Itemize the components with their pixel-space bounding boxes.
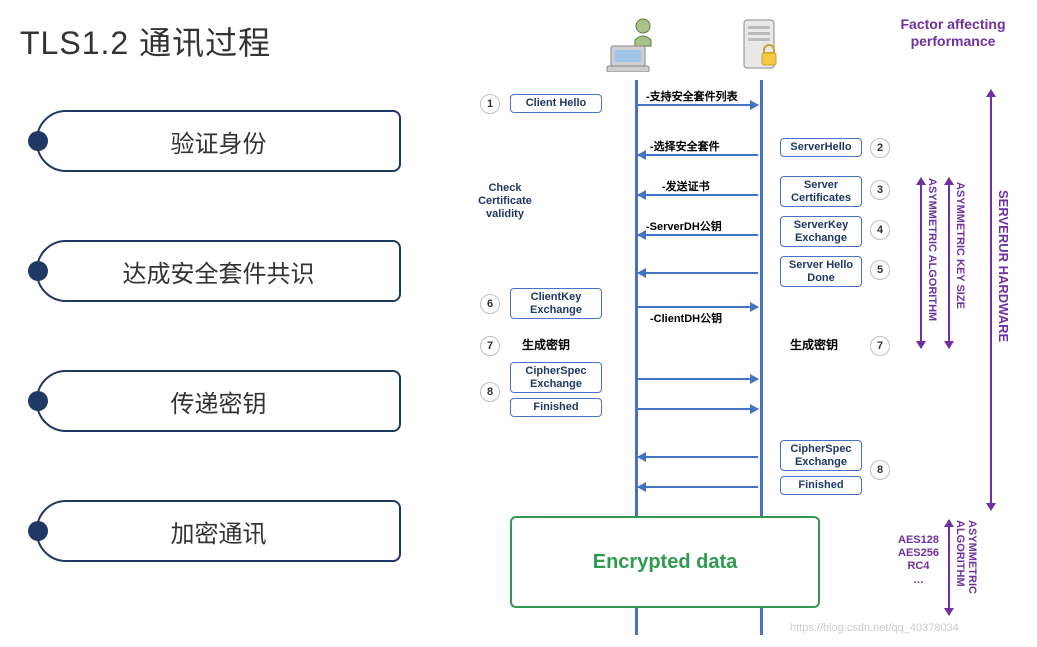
step-num-3: 3 <box>870 180 890 200</box>
step-num-7r: 7 <box>870 336 890 356</box>
step-num-7l: 7 <box>480 336 500 356</box>
box-cipherspec-s: CipherSpec Exchange <box>780 440 862 471</box>
label-serverdh: -ServerDH公钥 <box>646 218 722 234</box>
step-num-8l: 8 <box>480 382 500 402</box>
label-send-cert: -发送证书 <box>662 178 710 194</box>
encrypted-data-text: Encrypted data <box>593 551 737 574</box>
bullet-1: 验证身份 <box>36 110 401 172</box>
vtext-asym-key: ASYMMETRIC KEY SIZE <box>954 182 966 352</box>
arrow-cert <box>638 194 758 196</box>
server-actor <box>730 16 790 77</box>
page-title: TLS1.2 通讯过程 <box>20 18 271 64</box>
bullet-2: 达成安全套件共识 <box>36 240 401 302</box>
step-num-4: 4 <box>870 220 890 240</box>
gen-key-left: 生成密钥 <box>522 338 570 352</box>
arrow-ckey <box>638 306 758 308</box>
label-select-suite: -选择安全套件 <box>650 138 720 154</box>
aes-list: AES128 AES256 RC4 … <box>898 534 939 587</box>
arrow-cs-s <box>638 456 758 458</box>
step-num-8r: 8 <box>870 460 890 480</box>
bullet-text: 达成安全套件共识 <box>38 254 399 289</box>
arrow-client-hello <box>638 104 758 106</box>
step-num-1: 1 <box>480 94 500 114</box>
bullet-text: 传递密钥 <box>38 384 399 419</box>
box-client-hello: Client Hello <box>510 94 602 113</box>
bracket-asym-alg <box>920 178 922 348</box>
arrow-cs-c <box>638 378 758 380</box>
box-cipherspec-c: CipherSpec Exchange <box>510 362 602 393</box>
vtext-asym2: ASYMMETRIC ALGORITHM <box>954 520 978 615</box>
bullet-dot <box>28 261 48 281</box>
bracket-asym-key <box>948 178 950 348</box>
bullet-4: 加密通讯 <box>36 500 401 562</box>
bullet-text: 加密通讯 <box>38 514 399 549</box>
encrypted-data-box: Encrypted data <box>510 516 820 608</box>
box-client-key: ClientKey Exchange <box>510 288 602 319</box>
gen-key-right: 生成密钥 <box>790 338 838 352</box>
vtext-hw: SERVERUR HARDWARE <box>996 190 1011 410</box>
arrow-fin-c <box>638 408 758 410</box>
box-server-done: Server Hello Done <box>780 256 862 287</box>
sequence-diagram: 1 Client Hello -支持安全套件列表 -选择安全套件 ServerH… <box>450 10 1020 630</box>
step-num-6: 6 <box>480 294 500 314</box>
vtext-asym-alg: ASYMMETRIC ALGORITHM <box>926 178 938 348</box>
box-finished-s: Finished <box>780 476 862 495</box>
bullet-text: 验证身份 <box>38 124 399 159</box>
arrow-shdone <box>638 272 758 274</box>
bullet-dot <box>28 521 48 541</box>
box-server-cert: Server Certificates <box>780 176 862 207</box>
label-clientdh: -ClientDH公钥 <box>650 310 722 326</box>
client-actor <box>605 16 665 77</box>
check-cert-annot: Check Certificate validity <box>470 182 540 222</box>
bracket-hw <box>990 90 992 510</box>
box-finished-c: Finished <box>510 398 602 417</box>
bracket-asym2 <box>948 520 950 615</box>
arrow-skey <box>638 234 758 236</box>
watermark: https://blog.csdn.net/qq_40378034 <box>790 622 959 634</box>
bullet-dot <box>28 131 48 151</box>
bullet-dot <box>28 391 48 411</box>
perf-header: Factor affecting performance <box>888 16 1018 50</box>
bullet-3: 传递密钥 <box>36 370 401 432</box>
step-num-5: 5 <box>870 260 890 280</box>
box-server-hello: ServerHello <box>780 138 862 157</box>
arrow-server-hello <box>638 154 758 156</box>
label-suite-list: -支持安全套件列表 <box>646 88 738 104</box>
step-num-2: 2 <box>870 138 890 158</box>
box-server-key: ServerKey Exchange <box>780 216 862 247</box>
arrow-fin-s <box>638 486 758 488</box>
